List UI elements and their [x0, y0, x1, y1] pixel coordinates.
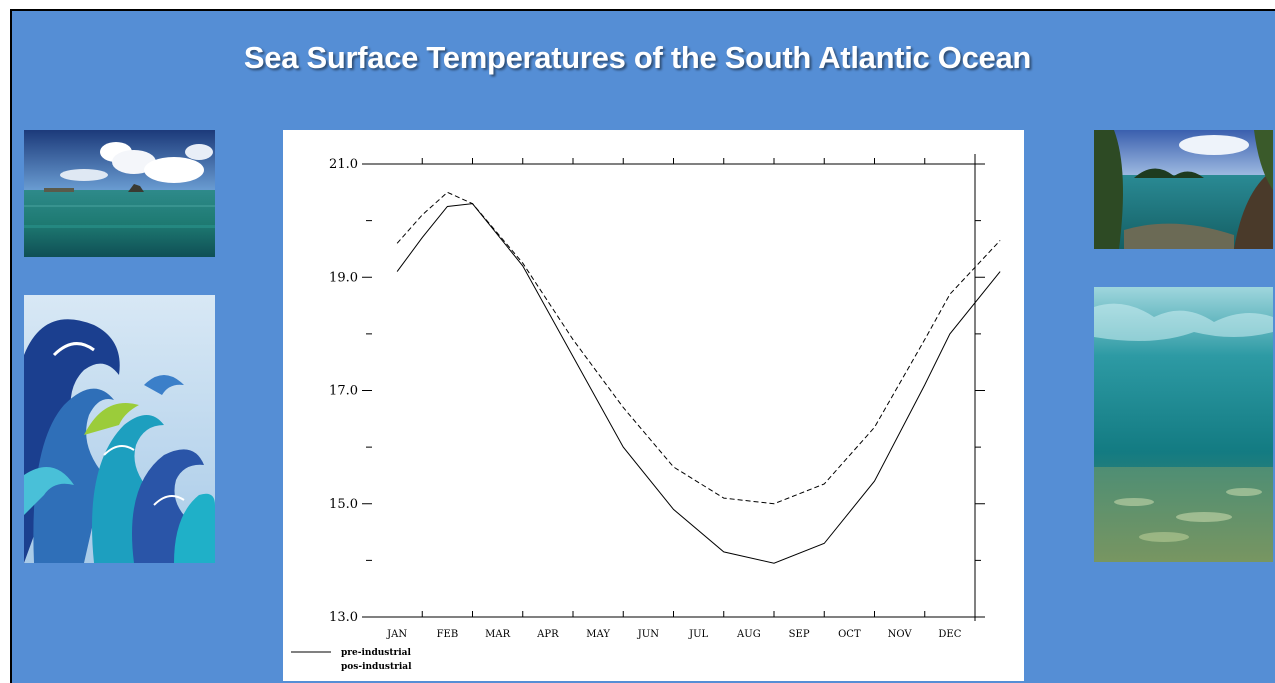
x-tick-label: NOV	[888, 629, 913, 640]
sst-line-chart: 21.0 19.0 17.0 15.0 13.0 JAN FEB MAR APR MAY JUN JU…	[291, 154, 1001, 672]
y-tick-label: 13.0	[329, 610, 358, 625]
chart-axes: 21.0 19.0 17.0 15.0 13.0 JAN FEB MAR APR MAY JUN JU…	[329, 154, 985, 640]
island-lagoon-photo	[1094, 130, 1273, 249]
x-tick-label: SEP	[789, 629, 810, 640]
y-tick-label: 17.0	[329, 384, 358, 399]
series-line-pre-industrial	[396, 203, 1001, 564]
y-tick-label: 21.0	[329, 157, 358, 172]
slide-title: Sea Surface Temperatures of the South At…	[243, 40, 1032, 75]
chart-panel: 21.0 19.0 17.0 15.0 13.0 JAN FEB MAR APR MAY JUN JU…	[283, 130, 1024, 681]
x-tick-label: OCT	[838, 629, 861, 640]
x-tick-label: APR	[536, 629, 559, 640]
x-tick-label: JUN	[637, 629, 659, 640]
x-tick-label: AUG	[736, 629, 761, 640]
legend-label: pre-industrial	[341, 648, 412, 658]
legend-label: pos-industrial	[341, 662, 412, 672]
x-tick-label: FEB	[437, 629, 459, 640]
series-line-pos-industrial	[396, 191, 1001, 505]
x-tick-label: JAN	[386, 629, 407, 640]
x-tick-label: MAR	[485, 629, 510, 640]
chart-legend: pre-industrial pos-industrial	[291, 648, 412, 672]
stylized-waves-illustration	[24, 295, 215, 563]
x-tick-label: MAY	[586, 629, 610, 640]
tropical-sea-with-clouds-photo	[24, 130, 215, 257]
x-tick-label: JUL	[688, 629, 708, 640]
underwater-sandy-floor-photo	[1094, 287, 1273, 562]
y-tick-label: 19.0	[329, 270, 358, 285]
x-tick-label: DEC	[938, 629, 961, 640]
y-tick-label: 15.0	[329, 497, 358, 512]
chart-series	[396, 191, 1001, 564]
